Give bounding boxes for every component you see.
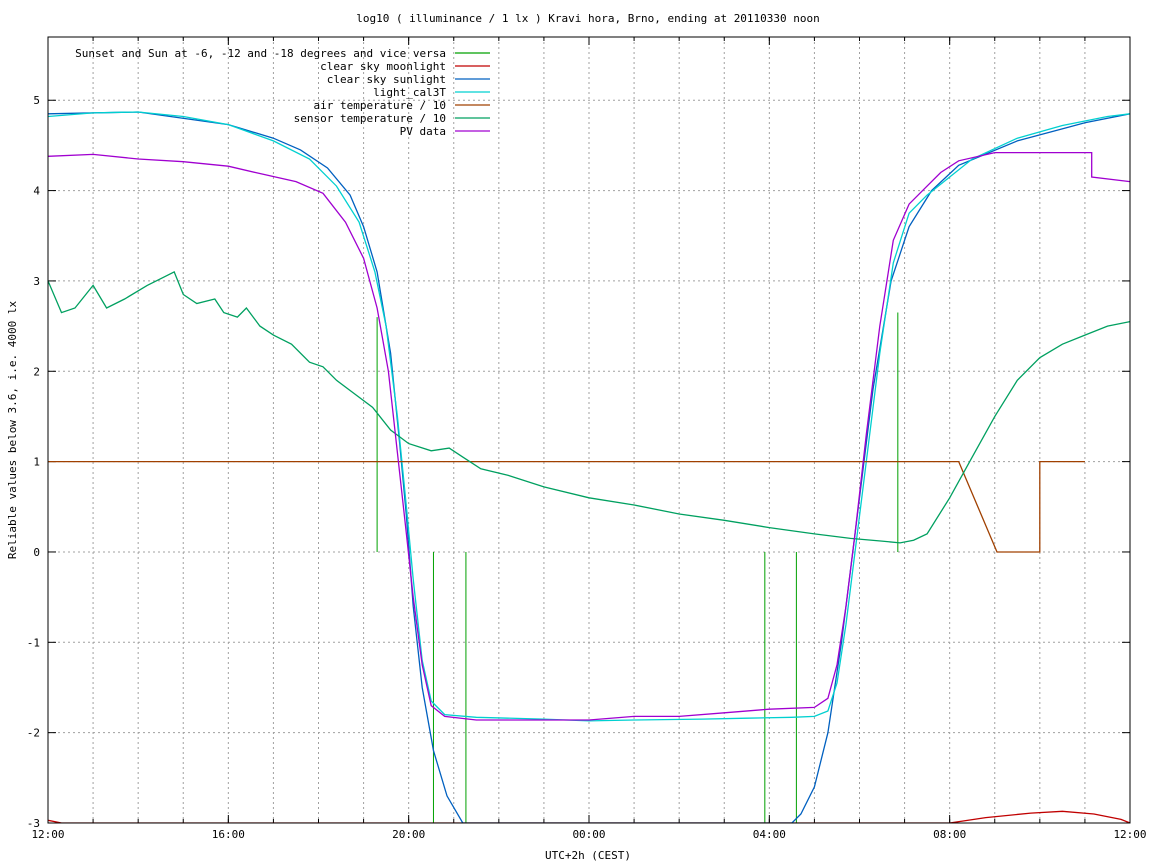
legend: Sunset and Sun at -6, -12 and -18 degree… [75,47,490,138]
x-tick-label: 12:00 [31,828,64,841]
series-line [48,810,1130,823]
y-tick-label: 0 [33,546,40,559]
x-tick-label: 08:00 [933,828,966,841]
chart-title: log10 ( illuminance / 1 lx ) Kravi hora,… [356,12,820,25]
x-tick-label: 16:00 [212,828,245,841]
y-tick-label: 1 [33,456,40,469]
series-line [48,460,1085,553]
y-tick-label: -2 [27,727,40,740]
axis-ticks: -3 -2 -1 0 1 2 3 4 5 12:00 16:00 20:00 00:00 04:00 08:… [27,37,1147,841]
legend-label: air temperature / 10 [314,99,446,112]
plot-frame [47,36,1131,824]
x-axis-label: UTC+2h (CEST) [545,849,631,862]
x-tick-label: 12:00 [1113,828,1146,841]
y-tick-label: -1 [27,636,40,649]
series-line [48,151,1130,721]
legend-label: sensor temperature / 10 [294,112,446,125]
legend-label: light_cal3T [373,86,446,99]
x-tick-label: 20:00 [392,828,425,841]
legend-label: clear sky moonlight [320,60,446,73]
y-tick-label: -3 [27,817,40,830]
y-tick-label: 5 [33,94,40,107]
y-axis-label: Reliable values below 3.6, i.e. 4000 lx [6,300,19,559]
y-tick-label: 3 [33,275,40,288]
series-line [48,111,1130,722]
series-line [48,111,1130,823]
legend-label: PV data [400,125,446,138]
x-tick-label: 00:00 [572,828,605,841]
series-layer [48,111,1130,823]
x-tick-label: 04:00 [753,828,786,841]
legend-label: clear sky sunlight [327,73,446,86]
y-tick-label: 2 [33,365,40,378]
series-line [48,271,1130,544]
legend-label: Sunset and Sun at -6, -12 and -18 degree… [75,47,446,60]
y-tick-label: 4 [33,185,40,198]
grid [48,37,1130,823]
